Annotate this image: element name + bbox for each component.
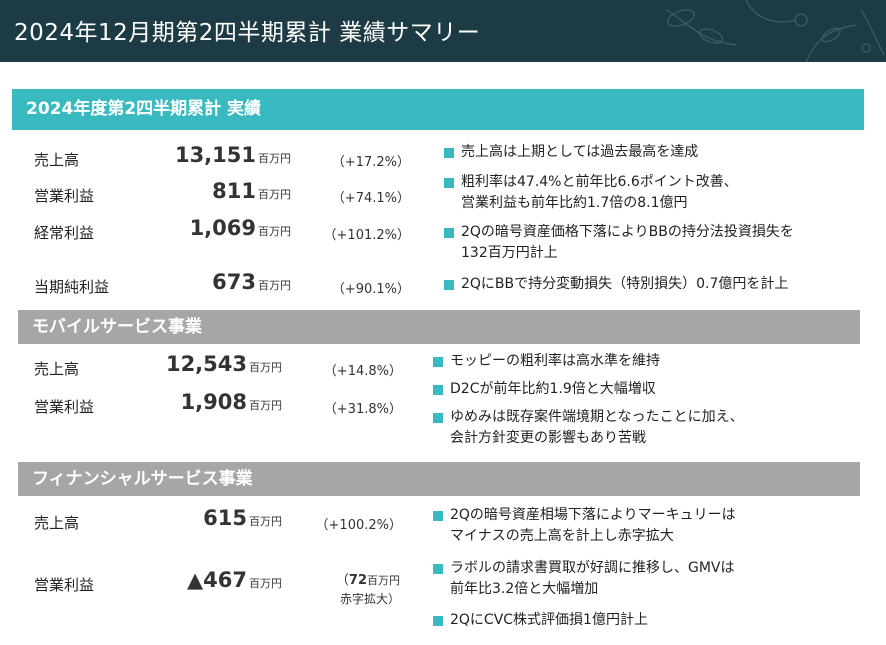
bullet-text: 2Qの暗号資産相場下落によりマーキュリーは [450,507,736,523]
metric-value-operating-profit: ▲467 百万円 [187,568,282,592]
change-note: 赤字拡大） [339,592,400,606]
value-text: 811 [212,179,256,203]
metric-label-operating-profit: 営業利益 [34,398,95,416]
metric-value-sales: 13,151 百万円 [175,143,291,167]
bullet-text: D2Cが前年比約1.9倍と大幅増収 [450,381,656,397]
bullet-text: 前年比3.2倍と大幅増加 [450,581,599,597]
value-text: 1,908 [180,390,247,414]
bullet-text: 会計方針変更の影響もあり苦戦 [450,430,646,446]
value-text: ▲467 [187,568,247,592]
value-text: 13,151 [174,143,256,167]
bullet-text: ゆめみは既存案件端境期となったことに加え、 [450,409,744,425]
metric-label-sales: 売上高 [34,514,80,532]
bullet-item: モッピーの粗利率は高水準を維持 [433,351,660,372]
bullet-square-icon [444,228,454,238]
metric-change-sales: （+100.2%） [315,518,402,533]
metric-label-net-income: 当期純利益 [34,278,110,296]
metric-change-operating-profit: （+31.8%） [323,402,402,417]
section-header-total: 2024年度第2四半期累計 実績 [12,89,864,130]
unit-text: 百万円 [258,279,291,292]
metric-change-operating-profit: （72百万円 赤字拡大） [336,572,400,608]
metric-change-net-income: （+90.1%） [331,282,410,297]
page-title: 2024年12月期第2四半期累計 業績サマリー [14,20,481,46]
bullet-text: 2Qの暗号資産価格下落によりBBの持分法投資損失を [461,224,794,240]
unit-text: 百万円 [258,225,291,238]
bullet-item: ゆめみは既存案件端境期となったことに加え、 会計方針変更の影響もあり苦戦 [433,407,744,449]
bullet-square-icon [433,511,443,521]
bullet-text: 営業利益も前年比約1.7倍の8.1億円 [461,195,688,211]
bullet-text: 粗利率は47.4%と前年比6.6ポイント改善、 [461,174,738,190]
metric-value-ordinary-profit: 1,069 百万円 [190,216,291,240]
botanical-decoration-icon [665,0,885,62]
bullet-text: 2QにBBで持分変動損失（特別損失）0.7億円を計上 [461,276,789,292]
value-text: 673 [212,270,256,294]
bullet-text: マイナスの売上高を計上し赤字拡大 [450,528,674,544]
unit-text: 百万円 [249,399,282,412]
change-amount: （72百万円 [336,572,400,590]
bullet-square-icon [433,357,443,367]
metric-label-ordinary-profit: 経常利益 [34,224,95,242]
bullet-square-icon [433,616,443,626]
metric-value-sales: 615 百万円 [203,506,282,530]
metric-label-sales: 売上高 [34,360,80,378]
bullet-item: D2Cが前年比約1.9倍と大幅増収 [433,379,656,400]
unit-text: 百万円 [258,188,291,201]
bullet-square-icon [444,280,454,290]
change-open: （ [335,573,349,588]
metric-label-operating-profit: 営業利益 [34,576,95,594]
change-value: 72 [348,573,367,588]
bullet-item: 粗利率は47.4%と前年比6.6ポイント改善、 営業利益も前年比約1.7倍の8.… [444,172,738,214]
bullet-text: ラボルの請求書買取が好調に推移し、GMVは [450,560,735,576]
bullet-text: 132百万円計上 [461,245,558,261]
section-header-financial: フィナンシャルサービス事業 [18,462,860,496]
bullet-item: 売上高は上期としては過去最高を達成 [444,142,698,163]
bullet-square-icon [433,385,443,395]
value-text: 12,543 [165,352,247,376]
unit-text: 百万円 [249,515,282,528]
section-header-mobile: モバイルサービス事業 [18,310,860,344]
metric-label-operating-profit: 営業利益 [34,187,95,205]
title-bar: 2024年12月期第2四半期累計 業績サマリー [0,0,886,62]
bullet-item: 2Qの暗号資産相場下落によりマーキュリーは マイナスの売上高を計上し赤字拡大 [433,505,736,547]
unit-text: 百万円 [249,361,282,374]
bullet-text: 売上高は上期としては過去最高を達成 [461,144,699,160]
unit-text: 百万円 [249,577,282,590]
bullet-item: 2QにBBで持分変動損失（特別損失）0.7億円を計上 [444,274,788,295]
bullet-square-icon [444,148,454,158]
metric-change-operating-profit: （+74.1%） [331,191,410,206]
bullet-square-icon [444,178,454,188]
bullet-text: モッピーの粗利率は高水準を維持 [450,353,660,369]
metric-value-operating-profit: 811 百万円 [212,179,291,203]
bullet-item: 2QにCVC株式評価損1億円計上 [433,610,648,631]
bullet-square-icon [433,564,443,574]
metric-change-sales: （+14.8%） [323,364,402,379]
value-text: 615 [203,506,247,530]
change-unit: 百万円 [367,574,400,587]
bullet-item: 2Qの暗号資産価格下落によりBBの持分法投資損失を 132百万円計上 [444,222,794,264]
metric-change-sales: （+17.2%） [331,155,410,170]
bullet-text: 2QにCVC株式評価損1億円計上 [450,612,648,628]
value-text: 1,069 [189,216,256,240]
unit-text: 百万円 [258,152,291,165]
bullet-item: ラボルの請求書買取が好調に推移し、GMVは 前年比3.2倍と大幅増加 [433,558,735,600]
metric-label-sales: 売上高 [34,151,80,169]
bullet-square-icon [433,413,443,423]
metric-value-net-income: 673 百万円 [212,270,291,294]
metric-value-sales: 12,543 百万円 [166,352,282,376]
metric-value-operating-profit: 1,908 百万円 [181,390,282,414]
metric-change-ordinary-profit: （+101.2%） [323,228,410,243]
